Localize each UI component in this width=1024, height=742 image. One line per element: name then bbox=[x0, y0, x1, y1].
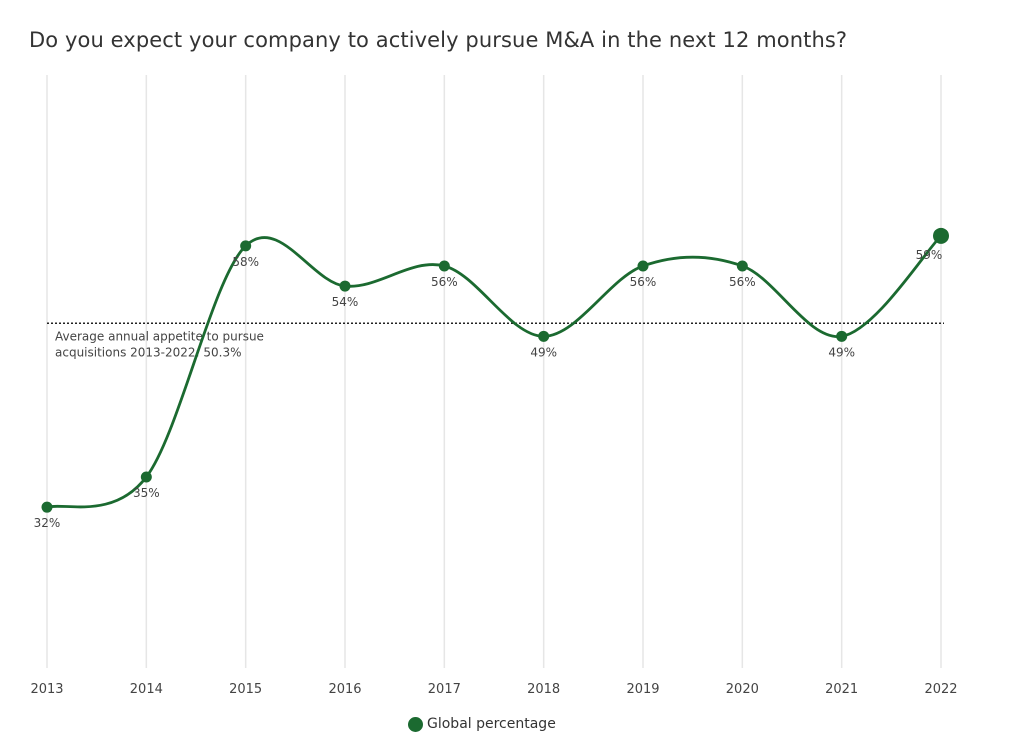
chart-title: Do you expect your company to actively p… bbox=[29, 28, 848, 52]
average-label-line1: Average annual appetite to pursue bbox=[55, 329, 264, 343]
data-label-2014: 35% bbox=[133, 486, 160, 500]
x-tick-label-2017: 2017 bbox=[428, 682, 461, 697]
data-point-2019 bbox=[637, 260, 649, 272]
legend-label: Global percentage bbox=[427, 716, 556, 732]
data-point-2014 bbox=[140, 471, 152, 483]
series-line-global-percentage bbox=[46, 234, 942, 509]
legend-marker bbox=[408, 716, 423, 732]
data-label-2019: 56% bbox=[630, 275, 657, 289]
x-tick-label-2015: 2015 bbox=[229, 682, 262, 697]
gridlines bbox=[46, 75, 942, 668]
data-label-2018: 49% bbox=[530, 345, 557, 359]
data-label-2015: 58% bbox=[232, 255, 259, 269]
data-label-2021: 49% bbox=[828, 345, 855, 359]
data-label-2020: 56% bbox=[729, 275, 756, 289]
data-label-2022: 59% bbox=[916, 248, 943, 262]
x-tick-label-2018: 2018 bbox=[527, 682, 560, 697]
x-tick-label-2021: 2021 bbox=[825, 682, 858, 697]
data-point-2020 bbox=[736, 260, 748, 272]
data-point-2016 bbox=[339, 280, 351, 292]
data-label-2013: 32% bbox=[34, 516, 61, 530]
x-tick-label-2013: 2013 bbox=[30, 682, 63, 697]
data-point-2017 bbox=[438, 260, 450, 272]
average-reference-line-group: Average annual appetite to pursue acquis… bbox=[47, 322, 944, 359]
data-point-2015 bbox=[240, 240, 252, 252]
legend[interactable]: Global percentage bbox=[408, 716, 556, 732]
data-point-2021 bbox=[836, 330, 848, 342]
data-point-2022 bbox=[933, 227, 949, 244]
average-label-line2: acquisitions 2013-2022: 50.3% bbox=[55, 345, 242, 359]
x-tick-label-2016: 2016 bbox=[328, 682, 361, 697]
x-tick-label-2020: 2020 bbox=[726, 682, 759, 697]
data-label-2017: 56% bbox=[431, 275, 458, 289]
x-tick-label-2014: 2014 bbox=[130, 682, 163, 697]
data-label-2016: 54% bbox=[332, 295, 359, 309]
x-tick-label-2019: 2019 bbox=[626, 682, 659, 697]
data-point-2018 bbox=[538, 330, 550, 342]
x-tick-label-2022: 2022 bbox=[924, 682, 957, 697]
data-point-2013 bbox=[41, 501, 53, 513]
